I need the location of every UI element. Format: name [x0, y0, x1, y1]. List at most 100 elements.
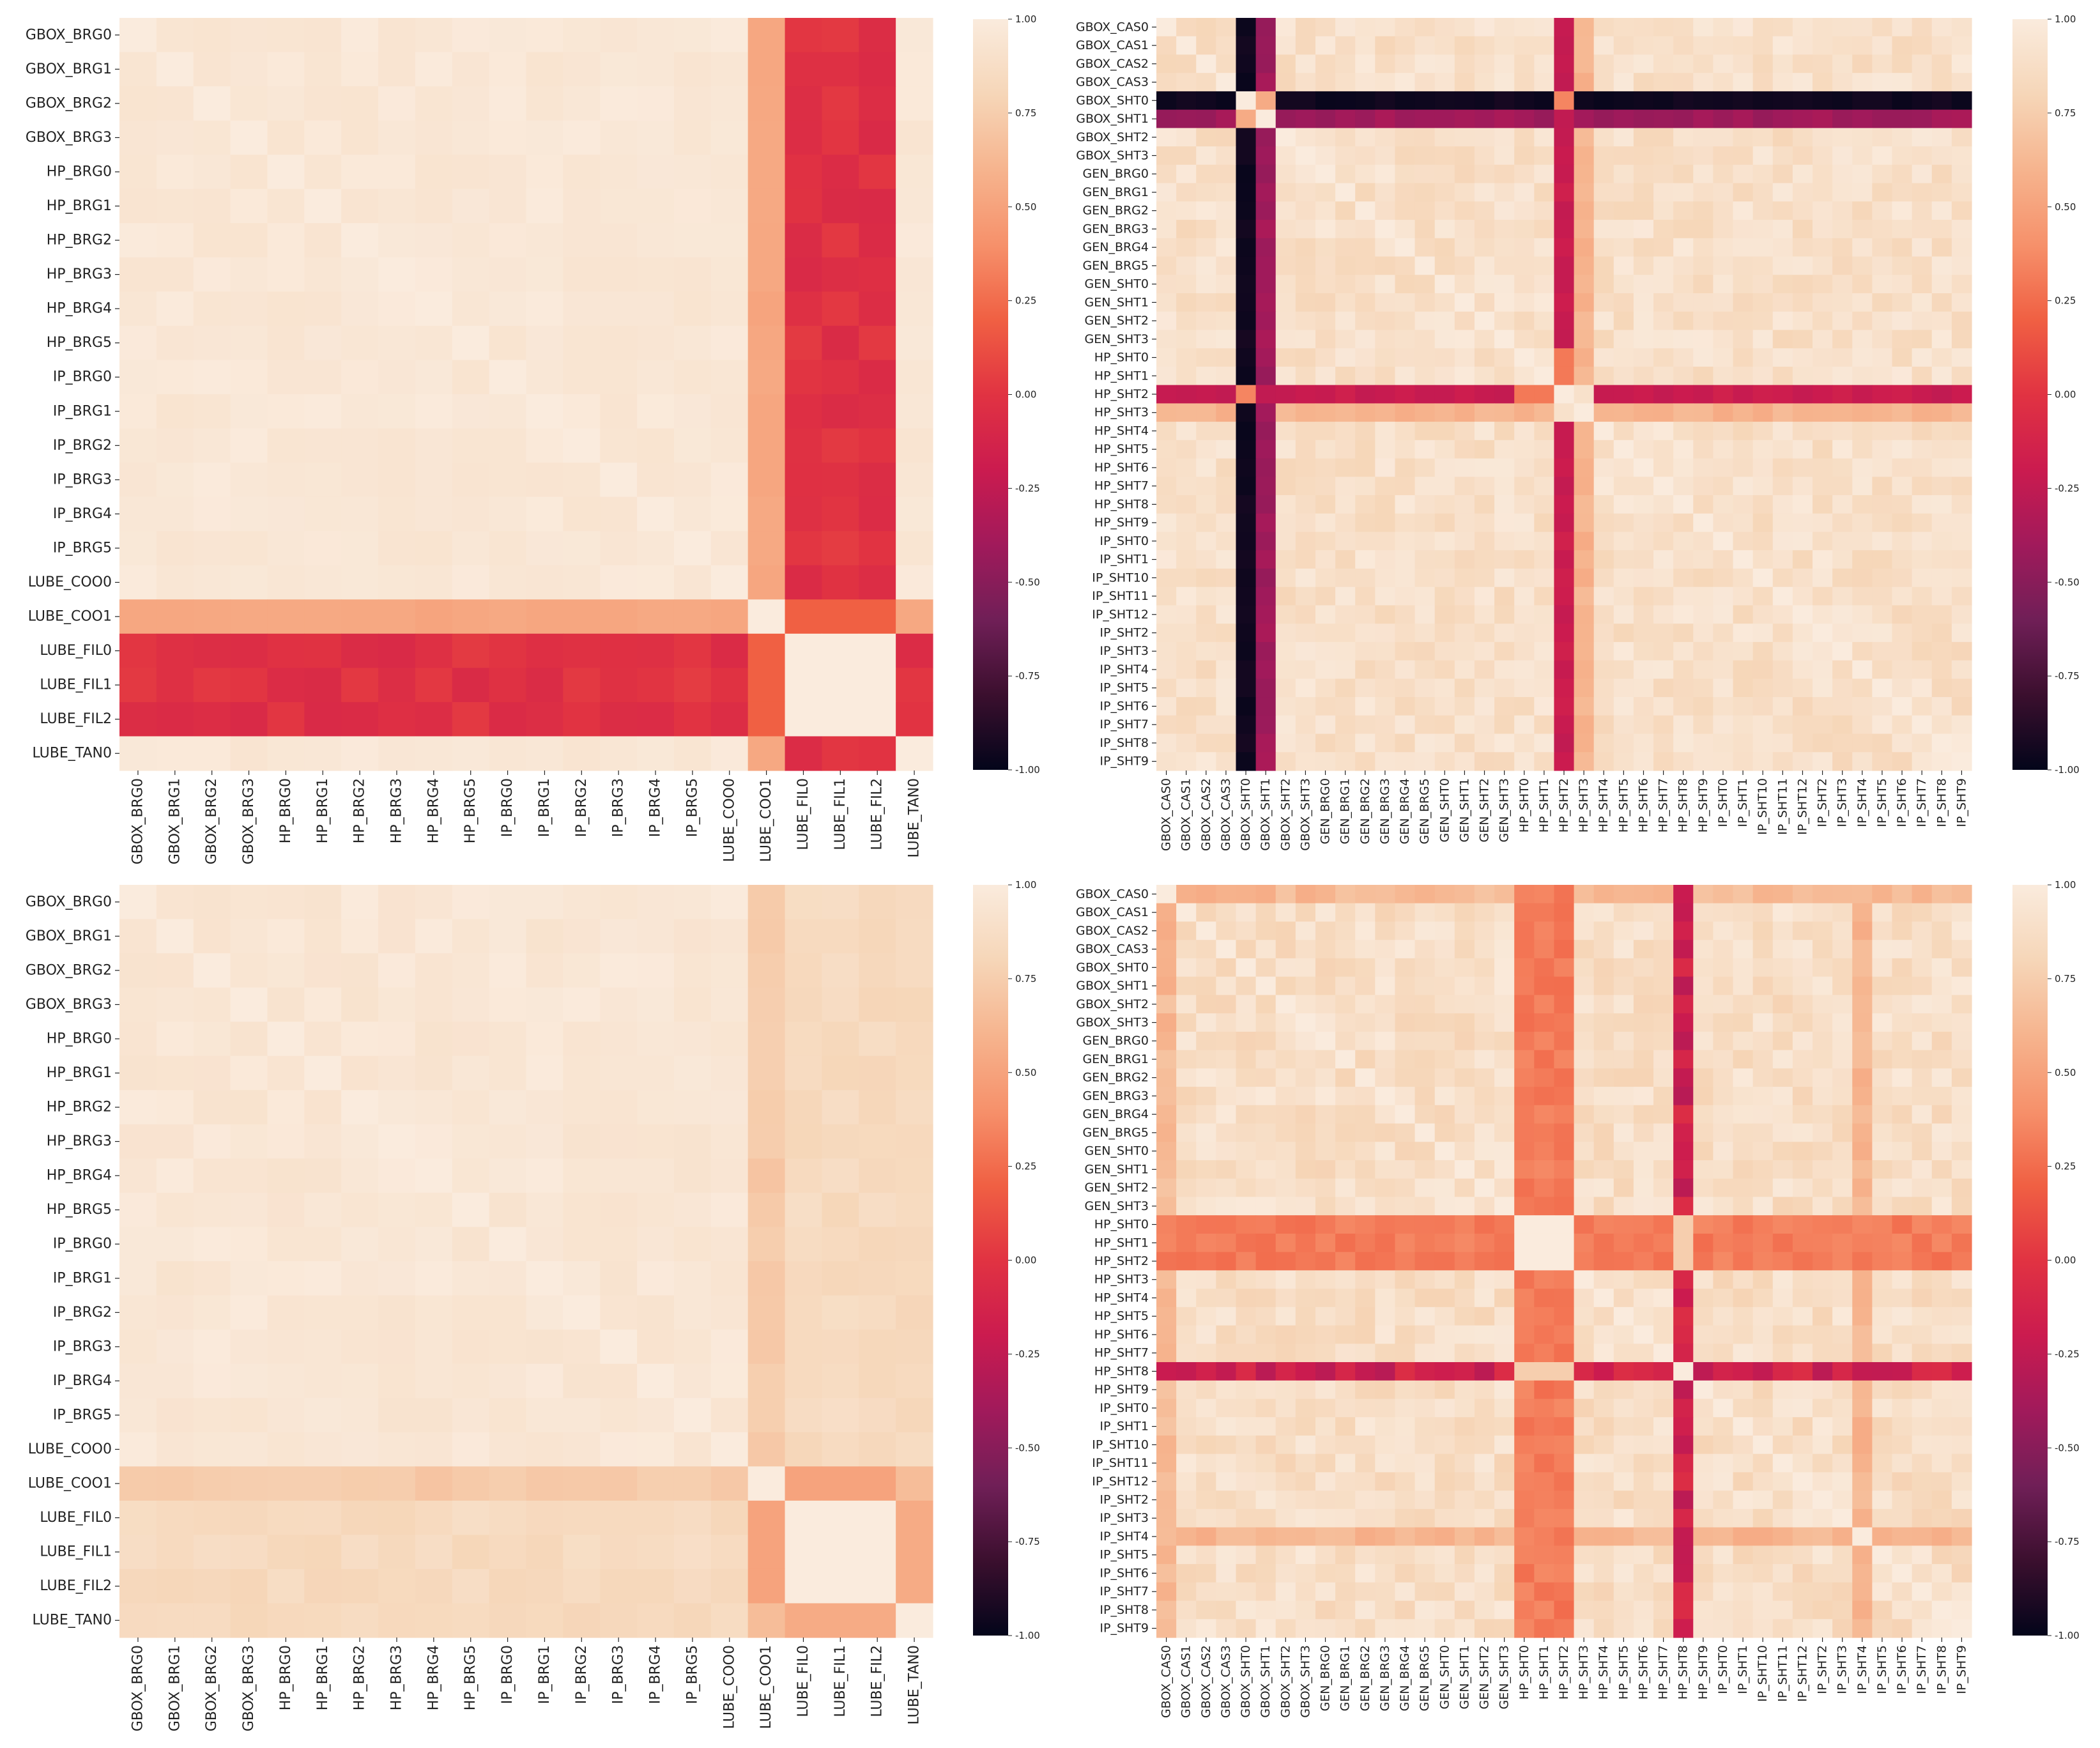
heatmap-cell: [1514, 275, 1535, 294]
heatmap-cell: [1772, 752, 1793, 771]
heatmap-cell: [267, 1261, 305, 1296]
heatmap-cell: [1355, 146, 1376, 165]
heatmap-cell: [489, 223, 527, 258]
heatmap-cell: [1792, 1435, 1813, 1455]
heatmap-cell: [1792, 752, 1813, 771]
heatmap-cell: [1832, 752, 1853, 771]
heatmap-cell: [1912, 1417, 1933, 1436]
heatmap-cell: [1872, 73, 1893, 92]
heatmap-cell: [1613, 1619, 1634, 1638]
heatmap-cell: [1295, 1527, 1316, 1546]
heatmap-cell: [1494, 330, 1515, 349]
heatmap-cell: [304, 120, 342, 155]
heatmap-cell: [1951, 146, 1972, 165]
heatmap-cell: [1653, 366, 1674, 386]
heatmap-cell: [415, 1432, 453, 1467]
col-tick-label: HP_SHT3: [1577, 778, 1591, 832]
heatmap-cell: [1216, 366, 1237, 386]
heatmap-cell: [673, 120, 712, 155]
heatmap-cell: [1534, 495, 1555, 514]
heatmap-cell: [896, 1158, 933, 1193]
heatmap-cell: [1813, 293, 1833, 312]
heatmap-cell: [1554, 1399, 1575, 1418]
heatmap-cell: [1832, 1619, 1853, 1638]
heatmap-cell: [1474, 550, 1495, 569]
heatmap-cell: [1574, 54, 1595, 73]
heatmap-cell: [600, 1398, 638, 1433]
heatmap-cell: [1673, 1270, 1694, 1289]
heatmap-cell: [193, 1022, 231, 1057]
heatmap-cell: [1315, 550, 1336, 569]
heatmap-cell: [1852, 458, 1873, 477]
heatmap-cell: [673, 1330, 712, 1365]
heatmap-cell: [1514, 1105, 1535, 1124]
heatmap-cell: [1951, 733, 1972, 753]
heatmap-cell: [637, 1192, 675, 1228]
heatmap-cell: [822, 633, 859, 668]
heatmap-cell: [1474, 624, 1495, 643]
heatmap-cell: [1593, 1362, 1614, 1381]
heatmap-cell: [1872, 624, 1893, 643]
heatmap-cell: [1713, 641, 1734, 661]
heatmap-cell: [267, 1603, 305, 1638]
heatmap-cell: [1236, 1472, 1257, 1491]
heatmap-cell: [785, 1432, 823, 1467]
heatmap-cell: [489, 463, 527, 498]
heatmap-cell: [1832, 976, 1853, 995]
heatmap-cell: [1574, 1013, 1595, 1032]
heatmap-cell: [1772, 366, 1793, 386]
heatmap-cell: [1813, 715, 1833, 735]
heatmap-cell: [1931, 1031, 1952, 1051]
heatmap-cell: [1216, 91, 1237, 111]
heatmap-cell: [1335, 311, 1356, 331]
heatmap-cell: [785, 496, 823, 532]
heatmap-cell: [1653, 1087, 1674, 1106]
row-tick-label: IP_SHT0: [1100, 1401, 1149, 1415]
heatmap-cell: [1375, 921, 1396, 940]
heatmap-cell: [1752, 586, 1774, 606]
heatmap-cell: [1673, 1123, 1694, 1142]
heatmap-cell: [1892, 164, 1913, 184]
heatmap-cell: [1733, 1050, 1754, 1069]
heatmap-cell: [1295, 220, 1316, 239]
heatmap-cell: [1454, 220, 1475, 239]
heatmap-cell: [1156, 1105, 1177, 1124]
heatmap-cell: [1951, 1160, 1972, 1179]
heatmap-cell: [1593, 958, 1614, 977]
heatmap-cell: [1673, 385, 1694, 404]
heatmap-cell: [1792, 1289, 1813, 1308]
heatmap-cell: [452, 325, 490, 361]
heatmap-cell: [1931, 1325, 1952, 1344]
heatmap-cell: [1375, 995, 1396, 1014]
heatmap-cell: [1892, 477, 1913, 496]
heatmap-cell: [415, 1466, 453, 1501]
heatmap-cell: [1673, 36, 1694, 56]
heatmap-cell: [1474, 238, 1495, 257]
heatmap-cell: [1852, 1582, 1873, 1602]
colorbar-tick-label: -0.50: [2055, 1442, 2080, 1453]
heatmap-cell: [415, 1055, 453, 1091]
heatmap-cell: [1613, 1068, 1634, 1087]
row-tick-label: HP_BRG2: [47, 1100, 112, 1116]
heatmap-cell: [1434, 1105, 1455, 1124]
heatmap-cell: [1951, 1619, 1972, 1638]
heatmap-cell: [1813, 201, 1833, 220]
heatmap-cell: [785, 325, 823, 361]
col-tick-label: HP_SHT9: [1696, 778, 1710, 832]
heatmap-cell: [1772, 995, 1793, 1014]
heatmap-cell: [1176, 660, 1197, 679]
heatmap-cell: [1454, 1545, 1475, 1565]
heatmap-cell: [1693, 293, 1714, 312]
heatmap-cell: [673, 463, 712, 498]
heatmap-cell: [1872, 1215, 1893, 1234]
heatmap-cell: [1514, 1289, 1535, 1308]
heatmap-cell: [859, 223, 896, 258]
heatmap-cell: [1872, 183, 1893, 202]
heatmap-cell: [1355, 752, 1376, 771]
heatmap-cell: [1196, 1031, 1216, 1051]
heatmap-cell: [710, 919, 749, 954]
col-tick-label: GBOX_CAS3: [1219, 1645, 1233, 1718]
heatmap-cell: [1534, 1380, 1555, 1400]
heatmap-cell: [1335, 940, 1356, 959]
heatmap-cell: [1295, 330, 1316, 349]
